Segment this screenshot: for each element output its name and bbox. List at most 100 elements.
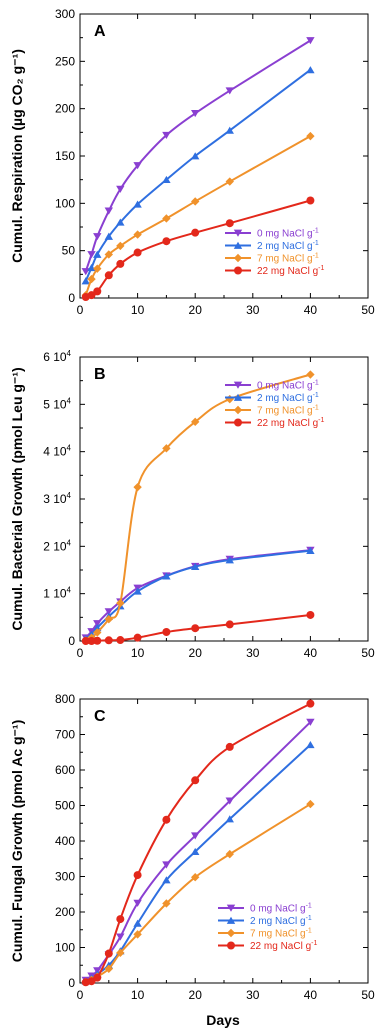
data-point <box>162 815 171 824</box>
legend-label-exponent: -1 <box>313 405 319 412</box>
data-point <box>93 620 102 628</box>
data-point <box>225 742 234 751</box>
legend-label-exponent: -1 <box>311 940 317 947</box>
x-tick-label: 10 <box>131 303 145 317</box>
series-line <box>85 549 311 640</box>
x-tick-label: 50 <box>361 988 375 1002</box>
y-tick-exponent: 4 <box>67 586 72 595</box>
data-point <box>104 636 113 645</box>
y-tick-label: 200 <box>55 102 75 116</box>
data-point <box>162 444 171 453</box>
y-tick-label: 5 104 <box>43 396 71 411</box>
y-tick-label: 400 <box>55 834 75 848</box>
y-tick-label: 6 104 <box>43 349 71 364</box>
legend-label: 2 mg NaCl g-1 <box>250 915 312 927</box>
data-point <box>306 37 315 45</box>
chart-panel-a: 0 10 20 30 40 50 0 50 100 150 200 250 300 Cumul. Resp… <box>9 7 375 317</box>
data-point <box>93 264 102 273</box>
y-tick-label: 100 <box>55 196 75 210</box>
x-tick-label: 30 <box>246 646 260 660</box>
data-point <box>93 973 102 982</box>
data-point <box>87 977 96 986</box>
y-tick-label: 0 <box>68 291 75 305</box>
data-point <box>116 915 125 924</box>
data-point <box>116 259 125 268</box>
series-line <box>84 135 311 296</box>
data-point <box>225 219 234 228</box>
data-point <box>191 228 200 237</box>
x-tick-label: 40 <box>304 646 318 660</box>
data-point <box>306 131 315 141</box>
legend-label-exponent: -1 <box>318 417 324 424</box>
data-point <box>191 562 200 571</box>
data-point <box>225 556 234 564</box>
data-point <box>104 608 113 616</box>
data-point <box>104 615 113 624</box>
data-point <box>225 815 234 823</box>
y-tick-label: 200 <box>55 905 75 919</box>
y-tick-label: 1 104 <box>43 586 71 601</box>
legend-marker <box>233 241 243 249</box>
data-point <box>133 871 142 880</box>
data-point <box>133 162 142 170</box>
data-point <box>116 636 125 645</box>
legend-label-exponent: -1 <box>306 915 312 922</box>
legend-marker <box>226 928 236 938</box>
x-tick-label: 10 <box>131 988 145 1002</box>
data-point <box>162 214 171 223</box>
legend-label-exponent: -1 <box>313 380 319 387</box>
x-tick-label: 10 <box>131 646 145 660</box>
data-point <box>104 949 113 958</box>
y-tick-label: 4 104 <box>43 444 71 459</box>
data-point <box>225 177 234 186</box>
legend-marker <box>226 904 236 912</box>
chart-panel-b: 0 10 20 30 40 50 0 1 104 2 104 3 104 4 104 5 104 6 1… <box>9 349 375 660</box>
data-point <box>162 131 171 139</box>
data-point <box>191 110 200 118</box>
data-point <box>191 847 200 856</box>
data-point <box>87 637 96 645</box>
x-tick-label: 50 <box>361 303 375 317</box>
data-point <box>116 185 125 193</box>
y-tick-label: 150 <box>55 149 75 163</box>
y-tick-label: 500 <box>55 799 75 813</box>
data-point <box>133 919 142 927</box>
legend-label: 7 mg NaCl g-1 <box>257 253 319 265</box>
y-tick-exponent: 4 <box>67 444 72 453</box>
y-tick-label: 50 <box>62 244 76 258</box>
y-tick-exponent: 4 <box>67 396 72 405</box>
legend-marker <box>234 266 242 275</box>
data-point <box>116 218 125 226</box>
data-point <box>306 699 315 708</box>
legend-label-exponent: -1 <box>313 253 319 260</box>
y-tick-label: 300 <box>55 870 75 884</box>
data-point <box>87 291 96 300</box>
panel-letter: C <box>94 708 106 725</box>
x-tick-label: 20 <box>189 646 203 660</box>
legend-label: 22 mg NaCl g-1 <box>257 417 324 429</box>
data-point <box>87 251 96 259</box>
x-tick-label: 30 <box>246 988 260 1002</box>
data-point <box>306 741 315 749</box>
data-point <box>133 899 142 907</box>
data-point <box>306 370 315 379</box>
legend-marker <box>233 381 243 389</box>
panel-letter: A <box>94 23 106 40</box>
legend-marker <box>234 418 242 427</box>
x-axis-label: Days <box>206 1012 240 1028</box>
x-tick-label: 40 <box>304 303 318 317</box>
data-point <box>306 799 315 809</box>
x-tick-label: 50 <box>361 646 375 660</box>
plot-frame <box>79 698 369 984</box>
legend-label-exponent: -1 <box>306 928 312 935</box>
data-point <box>104 250 113 259</box>
x-tick-label: 0 <box>77 303 84 317</box>
x-tick-label: 0 <box>77 988 84 1002</box>
y-tick-label: 250 <box>55 54 75 68</box>
data-point <box>87 263 96 272</box>
data-point <box>162 861 171 869</box>
data-point <box>93 250 102 258</box>
data-point <box>306 546 315 554</box>
series-line <box>85 373 311 642</box>
data-point <box>81 268 90 276</box>
